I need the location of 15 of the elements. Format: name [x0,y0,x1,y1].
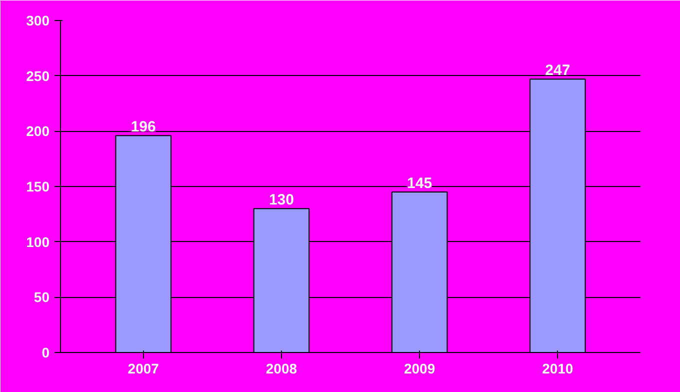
y-tick-label: 0 [42,344,50,360]
y-tick-label: 300 [26,12,50,28]
data-label: 196 [130,118,156,136]
y-tick-label: 50 [34,289,50,306]
y-tick-label: 100 [26,234,50,250]
x-tick-label: 2008 [266,360,298,376]
x-tick-label: 2010 [542,360,574,376]
y-tick-label: 150 [26,178,50,194]
data-label: 145 [407,175,432,192]
data-label: 247 [545,62,570,80]
data-label: 130 [268,192,294,209]
x-tick-label: 2007 [128,360,160,376]
x-tick-label: 2009 [404,360,436,376]
y-tick-label: 250 [26,68,50,84]
y-tick-label: 200 [26,123,50,140]
